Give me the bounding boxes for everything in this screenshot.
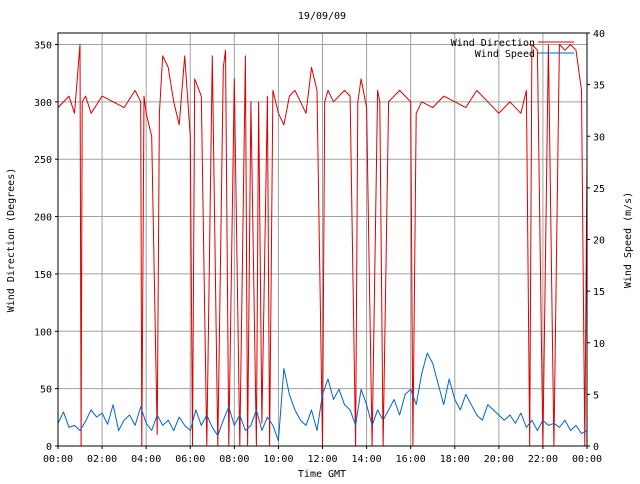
- x-tick-label: 22:00: [528, 454, 558, 465]
- x-tick-label: 20:00: [484, 454, 514, 465]
- y-left-tick-label: 350: [34, 40, 52, 51]
- x-tick-label: 00:00: [43, 454, 73, 465]
- x-tick-label: 16:00: [396, 454, 426, 465]
- y-left-tick-label: 250: [34, 155, 52, 166]
- y-right-tick-label: 15: [593, 287, 605, 298]
- y-left-tick-label: 50: [40, 385, 52, 396]
- y-right-tick-label: 0: [593, 442, 599, 453]
- grid-layer: [58, 33, 587, 446]
- x-tick-label: 02:00: [87, 454, 117, 465]
- x-tick-label: 08:00: [219, 454, 249, 465]
- x-tick-label: 12:00: [307, 454, 337, 465]
- legend: Wind Direction Wind Speed: [451, 38, 574, 60]
- y-right-tick-label: 40: [593, 29, 605, 40]
- y-left-axis-label: Wind Direction (Degrees): [6, 168, 17, 313]
- x-tick-label: 18:00: [440, 454, 470, 465]
- chart-title: 19/09/09: [298, 11, 346, 22]
- y-left-tick-label: 100: [34, 327, 52, 338]
- y-right-tick-label: 35: [593, 81, 605, 92]
- legend-label-direction: Wind Direction: [451, 38, 535, 49]
- y-left-tick-label: 150: [34, 270, 52, 281]
- legend-label-speed: Wind Speed: [475, 49, 535, 60]
- x-tick-label: 04:00: [131, 454, 161, 465]
- y-right-tick-label: 30: [593, 132, 605, 143]
- y-right-tick-label: 10: [593, 339, 605, 350]
- x-tick-label: 06:00: [175, 454, 205, 465]
- y-left-tick-label: 0: [46, 442, 52, 453]
- y-right-tick-label: 25: [593, 184, 605, 195]
- x-tick-label: 10:00: [263, 454, 293, 465]
- x-axis-label: Time GMT: [298, 469, 346, 480]
- y-right-tick-label: 5: [593, 390, 599, 401]
- x-tick-label: 14:00: [352, 454, 382, 465]
- y-left-tick-label: 300: [34, 98, 52, 109]
- series-layer: [57, 44, 588, 447]
- y-right-tick-label: 20: [593, 236, 605, 247]
- series-line-wind-speed: [57, 352, 588, 442]
- y-left-tick-label: 200: [34, 213, 52, 224]
- axis-layer: 00:00 02:00 04:00 06:00 08:00 10:00 12:00 14:00…: [34, 29, 605, 465]
- y-right-axis-label: Wind Speed (m/s): [623, 192, 634, 288]
- series-line-wind-direction: [57, 44, 588, 447]
- x-tick-label: 00:00: [572, 454, 602, 465]
